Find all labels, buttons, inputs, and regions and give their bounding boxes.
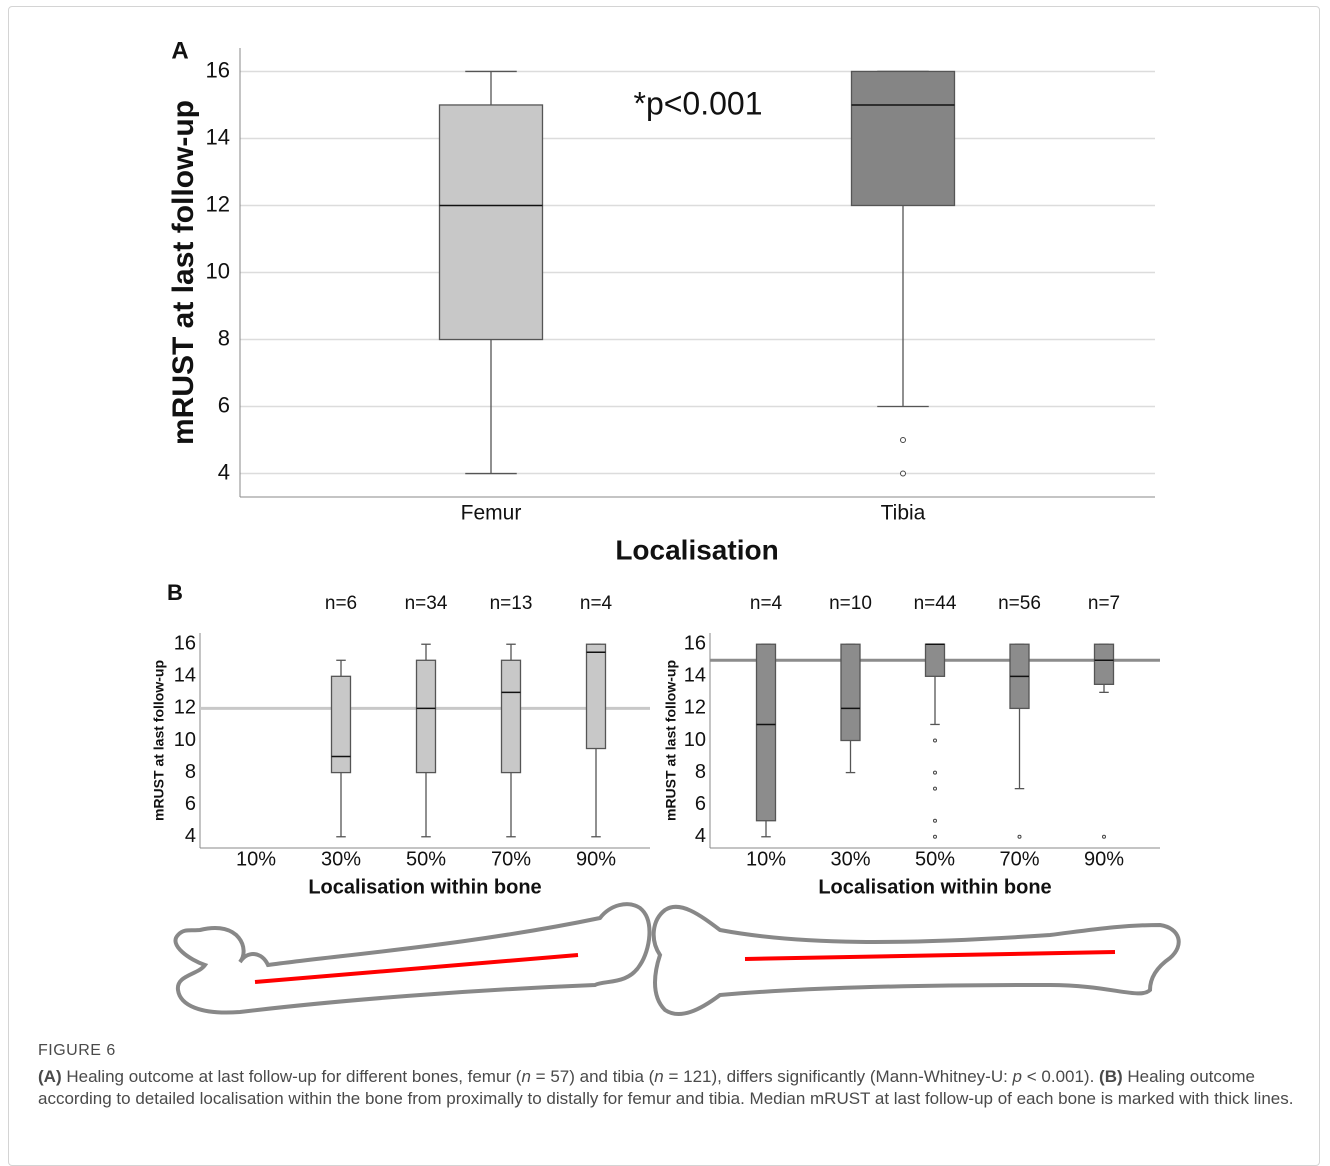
x-tick-label: Tibia [881,502,926,525]
outlier [900,437,906,444]
x-tick-label: 70% [491,848,531,870]
caption-text-part: < 0.001). [1022,1067,1100,1086]
y-tick-label: 12 [174,697,196,719]
caption-label: FIGURE 6 [38,1042,116,1059]
x-tick-label: 50% [915,848,955,870]
n-label: n=34 [405,593,448,614]
x-tick-label: 10% [236,848,276,870]
y-tick-label: 12 [206,191,230,216]
box [1093,643,1115,685]
y-tick-label: 8 [695,761,706,783]
y-tick-label: 10 [684,729,706,751]
outlier [933,770,937,775]
tibia-red-line [744,950,1116,961]
box [438,104,544,341]
y-tick-label: 12 [684,697,706,719]
box [500,659,522,774]
caption-text: (A) Healing outcome at last follow-up fo… [38,1066,1300,1110]
n-label: n=4 [580,593,613,614]
x-tick-label: 10% [746,848,786,870]
x-tick-label: 50% [406,848,446,870]
n-label: n=56 [998,593,1041,614]
n-label: n=4 [750,593,783,614]
x-axis-label: Localisation within bone [308,876,541,898]
outlier [900,470,906,477]
x-tick-label: 70% [999,848,1039,870]
x-tick-label: 90% [1084,848,1124,870]
n-label: n=13 [490,593,533,614]
n-label: n=10 [829,593,872,614]
y-tick-label: 14 [684,665,706,687]
y-tick-label: 14 [206,124,230,149]
y-tick-label: 4 [185,825,196,847]
caption-text-part: = 57) and tibia ( [530,1067,655,1086]
caption: FIGURE 6 (A) Healing outcome at last fol… [38,1040,1300,1110]
x-tick-label: 30% [830,848,870,870]
panel-label: A [171,37,188,64]
caption-text-part: Healing outcome at last follow-up for di… [61,1067,522,1086]
outlier [933,738,937,743]
y-tick-label: 10 [206,258,230,283]
y-tick-label: 16 [174,633,196,655]
box [330,675,352,774]
y-tick-label: 8 [185,761,196,783]
caption-text-part: = 121), differs significantly (Mann-Whit… [663,1067,1013,1086]
y-axis-label: mRUST at last follow-up [151,660,167,821]
fracture-lines [254,950,1116,984]
y-tick-label: 4 [695,825,706,847]
x-axis-label: Localisation within bone [818,876,1051,898]
outlier [1017,834,1022,839]
tibia-outline [651,904,1181,1016]
n-label: n=6 [325,593,357,614]
outlier [1102,834,1106,839]
x-axis-label: Localisation [615,534,778,565]
caption-italic: n [654,1067,664,1086]
box [924,643,946,677]
y-tick-label: 8 [218,325,230,350]
caption-text-part: Healing outcome according to detailed lo… [38,1067,1294,1108]
x-tick-label: 90% [576,848,616,870]
box [850,70,956,207]
x-tick-label: Femur [461,502,522,525]
caption-italic: n [521,1067,531,1086]
box [585,643,607,750]
y-tick-label: 6 [185,793,196,815]
y-tick-label: 6 [695,793,706,815]
outlier [933,818,937,823]
y-tick-label: 4 [218,459,230,484]
box [755,643,777,822]
y-tick-label: 6 [218,392,230,417]
x-tick-label: 30% [321,848,361,870]
bone-illustrations [173,902,1181,1016]
y-axis-label: mRUST at last follow-up [167,100,200,445]
y-tick-label: 16 [206,57,230,82]
outlier [933,786,937,791]
y-axis-label: mRUST at last follow-up [663,660,679,821]
n-label: n=7 [1088,593,1120,614]
y-tick-label: 10 [174,729,196,751]
femur-red-line [254,953,579,984]
y-tick-label: 14 [174,665,196,687]
box [415,659,437,774]
femur-outline [173,902,652,1015]
panel-label: B [167,580,183,605]
caption-bold: (B) [1099,1067,1123,1086]
outlier [933,834,937,839]
annotation: *p<0.001 [633,85,762,121]
y-tick-label: 16 [684,633,706,655]
caption-italic: p [1012,1067,1023,1086]
caption-bold: (A) [38,1067,62,1086]
n-label: n=44 [914,593,957,614]
box [840,643,861,742]
